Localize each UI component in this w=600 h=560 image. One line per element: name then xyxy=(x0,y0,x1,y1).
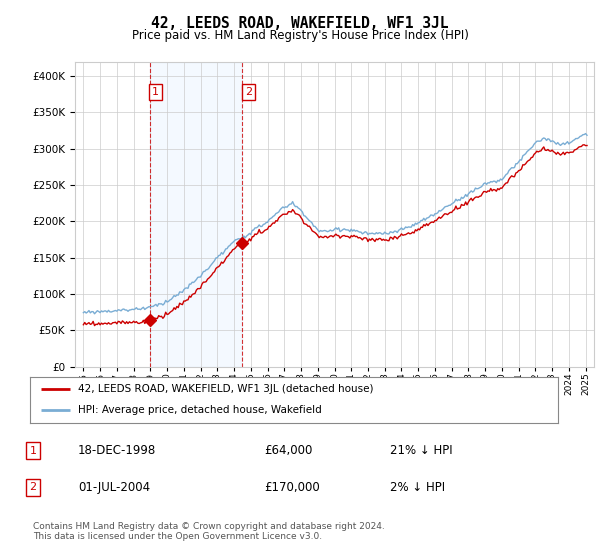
Text: £64,000: £64,000 xyxy=(264,444,313,458)
Text: 01-JUL-2004: 01-JUL-2004 xyxy=(78,480,150,494)
Text: HPI: Average price, detached house, Wakefield: HPI: Average price, detached house, Wake… xyxy=(77,405,321,416)
Text: 42, LEEDS ROAD, WAKEFIELD, WF1 3JL: 42, LEEDS ROAD, WAKEFIELD, WF1 3JL xyxy=(151,16,449,31)
Text: 21% ↓ HPI: 21% ↓ HPI xyxy=(390,444,452,458)
Text: 42, LEEDS ROAD, WAKEFIELD, WF1 3JL (detached house): 42, LEEDS ROAD, WAKEFIELD, WF1 3JL (deta… xyxy=(77,384,373,394)
Text: 2: 2 xyxy=(245,87,252,97)
Text: 18-DEC-1998: 18-DEC-1998 xyxy=(78,444,156,458)
Bar xyxy=(149,62,242,367)
Text: Contains HM Land Registry data © Crown copyright and database right 2024.
This d: Contains HM Land Registry data © Crown c… xyxy=(33,522,385,542)
Text: Price paid vs. HM Land Registry's House Price Index (HPI): Price paid vs. HM Land Registry's House … xyxy=(131,29,469,42)
Text: 1: 1 xyxy=(152,87,159,97)
Text: £170,000: £170,000 xyxy=(264,480,320,494)
Text: 2: 2 xyxy=(29,482,37,492)
Text: 1: 1 xyxy=(29,446,37,456)
Text: 2% ↓ HPI: 2% ↓ HPI xyxy=(390,480,445,494)
